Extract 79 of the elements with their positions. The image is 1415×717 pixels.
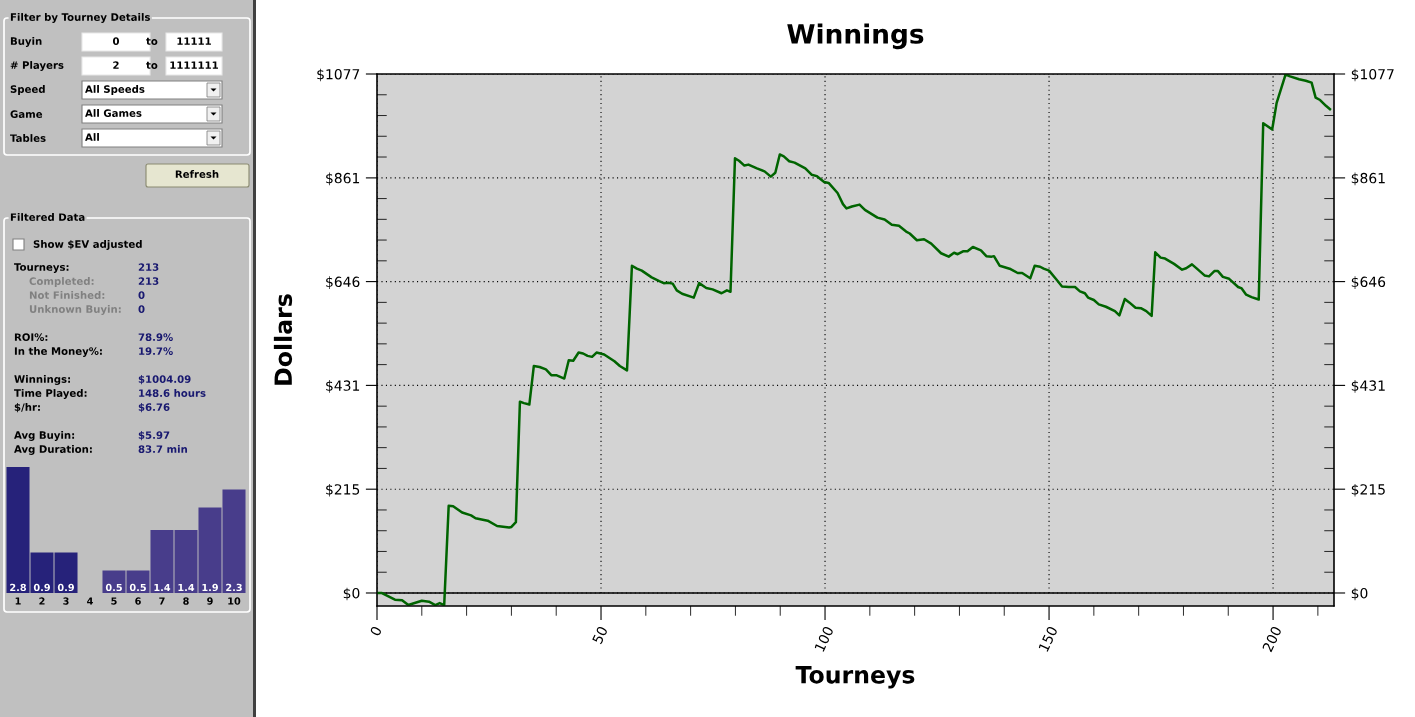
text: $1004.09 [138,375,191,385]
text: Refresh [175,170,219,178]
text: to [146,37,158,45]
text: 2 [113,61,119,69]
text: 213 [138,263,159,271]
text: 0 [112,37,120,45]
text: $6.76 [138,403,170,413]
y-tick-label: $1077 [317,68,360,82]
data-label: 1.9 [202,583,218,592]
x-axis-title: Tourneys [795,666,915,689]
text: Filter by Tourney Details [10,13,150,23]
data-label: 1.4 [154,583,171,591]
text: 19.7% [139,347,173,355]
text: Time Played: [14,389,87,399]
data-label: 0.5 [129,583,146,592]
y-tick-label: $861 [326,172,360,186]
text: All Games [85,109,142,117]
text: 78.9% [138,333,173,341]
x-tick-label: 3 [63,597,69,605]
x-tick-label: 4 [87,597,93,605]
x-tick-label: 9 [207,597,213,605]
text: Game [10,110,43,118]
x-tick-label: 100 [814,625,834,652]
y2-tick-label: $1077 [1351,68,1394,82]
x-tick-label: 5 [111,597,117,605]
text: 0 [138,291,145,299]
text: to [146,61,158,69]
x-tick-label: 7 [159,597,165,605]
y-tick-label: $646 [326,276,360,289]
y-axis-title: Dollars [273,294,293,385]
x-tick-label: 50 [591,625,609,645]
text: 11111 [177,37,211,45]
text: 1111111 [170,61,218,69]
text: Avg Buyin: [14,431,75,441]
y2-tick-label: $431 [1351,380,1385,393]
text: $/hr: [14,403,40,413]
y2-tick-label: $0 [1351,587,1368,601]
text: 148.6 hours [139,389,206,397]
y-tick-label: $0 [343,587,360,601]
x-tick-label: 6 [135,597,141,605]
text: Avg Duration: [14,445,92,455]
data-label: 0.9 [57,583,74,592]
x-tick-label: 1 [15,597,21,605]
text: Show $EV adjusted [33,240,142,250]
y2-tick-label: $861 [1351,172,1385,186]
y-tick-label: $215 [326,483,360,497]
x-tick-label: 8 [183,597,189,605]
text: Tourneys: [14,263,69,273]
data-label: 2.3 [226,583,242,592]
text: 213 [138,277,159,285]
text: Filtered Data [10,213,85,221]
text: In the Money%: [14,347,102,357]
data-label: 2.8 [10,583,27,592]
text: Not Finished: [29,291,105,299]
text: Completed: [29,277,94,287]
text: Winnings: [14,375,70,385]
y2-tick-label: $215 [1351,483,1385,497]
text: Unknown Buyin: [29,305,121,315]
text: 0 [138,305,145,313]
text: Speed [10,85,45,95]
text: # Players [10,61,64,71]
x-tick-label: 200 [1262,625,1282,653]
text: Buyin [10,37,42,47]
text: All [85,133,99,141]
chart-title: Winnings [787,23,924,50]
text: 83.7 min [138,445,188,453]
text: All Speeds [85,85,145,95]
data-label: 0.5 [105,583,122,592]
text: $5.97 [138,431,170,441]
x-tick-label: 10 [228,597,241,605]
text: Tables [10,134,46,142]
x-tick-label: 0 [369,625,383,637]
x-tick-label: 150 [1038,625,1058,652]
data-label: 0.9 [33,583,50,592]
data-label: 1.4 [178,583,195,591]
y2-tick-label: $646 [1351,276,1386,289]
text: ROI%: [14,333,48,341]
x-tick-label: 2 [39,597,45,605]
y-tick-label: $431 [326,380,360,393]
